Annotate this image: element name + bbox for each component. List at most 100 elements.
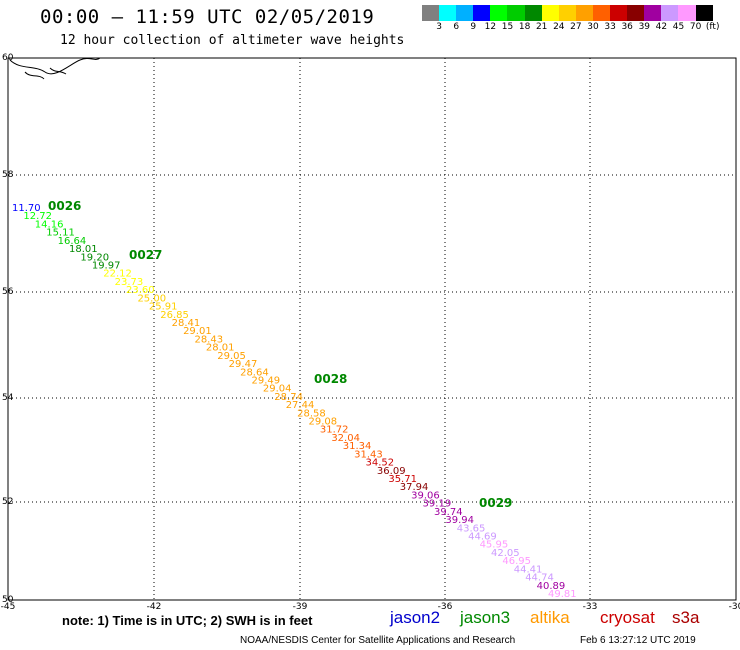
legend-item-jason3: jason3 — [460, 608, 511, 627]
color-scale-label: (ft) — [705, 22, 720, 32]
wave-height-label: 35.71 — [388, 474, 417, 485]
color-swatch — [678, 5, 696, 21]
wave-height-label: 23.60 — [126, 285, 155, 296]
wave-height-label: 23.73 — [115, 277, 144, 288]
wave-height-label: 39.19 — [423, 499, 452, 510]
grid-lines — [8, 58, 736, 600]
wave-height-label: 39.06 — [411, 490, 440, 501]
color-swatch — [610, 5, 628, 21]
color-swatch — [422, 5, 440, 21]
wave-height-label: 36.09 — [377, 466, 406, 477]
wave-height-label: 28.41 — [172, 318, 201, 329]
longitude-tick-label: -36 — [437, 602, 453, 612]
color-swatch — [592, 5, 611, 21]
wave-height-label: 22.12 — [103, 269, 132, 280]
wave-height-label: 46.95 — [502, 556, 531, 567]
wave-height-label: 34.52 — [366, 458, 395, 469]
latitude-tick-label: 56 — [2, 287, 14, 297]
latitude-tick-label: 54 — [2, 393, 14, 403]
wave-height-label: 29.05 — [217, 351, 246, 362]
wave-height-label: 29.47 — [229, 359, 258, 370]
wave-height-label: 40.89 — [537, 581, 566, 592]
wave-height-label: 37.94 — [400, 482, 429, 493]
longitude-tick-label: -33 — [582, 602, 598, 612]
color-scale-label: 24 — [553, 22, 565, 32]
legend-item-jason2: jason2 — [390, 608, 441, 627]
color-scale-label: 9 — [470, 22, 477, 32]
latitude-tick-label: 52 — [2, 497, 14, 507]
wave-height-label: 27.44 — [286, 400, 315, 411]
wave-height-label: 39.94 — [445, 515, 474, 526]
color-scale-label: 42 — [655, 22, 668, 32]
wave-height-label: 44.41 — [514, 564, 543, 575]
wave-height-label: 29.49 — [251, 375, 280, 386]
color-swatch — [524, 5, 542, 21]
color-swatch — [439, 5, 457, 21]
color-swatch — [456, 5, 474, 21]
color-swatch — [695, 5, 713, 21]
wave-height-label: 16.64 — [58, 236, 87, 247]
color-scale-label: 15 — [501, 22, 514, 32]
wave-height-label: 12.72 — [23, 211, 52, 222]
wave-height-label: 19.20 — [80, 252, 109, 263]
color-scale-labels: 3 6 9 12 15 18 21 24 27 30 33 36 39 42 45 70 (ft) — [422, 22, 732, 34]
wave-height-label: 31.43 — [354, 449, 383, 460]
track-time-label: 0029 — [479, 496, 512, 510]
wave-height-label: 44.69 — [468, 532, 497, 543]
wave-height-label: 25.00 — [137, 293, 166, 304]
color-scale-bar — [422, 5, 713, 21]
coastline — [9, 57, 101, 80]
legend-item-cryosat: cryosat — [600, 608, 655, 627]
wave-height-label: 29.04 — [263, 384, 292, 395]
wave-height-label: 45.95 — [480, 540, 509, 551]
map-subtitle: 12 hour collection of altimeter wave hei… — [60, 33, 405, 48]
map-frame — [7, 57, 737, 601]
track-time-label: 0027 — [129, 248, 162, 262]
color-scale-label: 39 — [638, 22, 651, 32]
wave-height-label: 29.08 — [309, 417, 338, 428]
credit-line: NOAA/NESDIS Center for Satellite Applica… — [240, 635, 516, 646]
longitude-tick-label: -45 — [0, 602, 16, 612]
wave-height-label: 25.91 — [149, 302, 178, 313]
color-swatch — [575, 5, 593, 21]
color-scale-label: 30 — [587, 22, 599, 32]
latitude-tick-label: 60 — [2, 53, 14, 63]
color-scale-label: 36 — [621, 22, 633, 32]
color-scale-label: 45 — [672, 22, 685, 32]
wave-height-label: 28.64 — [240, 367, 269, 378]
color-scale-label: 3 — [436, 22, 442, 32]
wave-height-label: 44.74 — [525, 573, 554, 584]
wave-height-label: 28.74 — [274, 392, 303, 403]
color-swatch — [627, 5, 645, 21]
footer-note: note: 1) Time is in UTC; 2) SWH is in fe… — [62, 613, 313, 628]
legend-item-altika: altika — [530, 608, 570, 627]
color-swatch — [490, 5, 508, 21]
wave-height-label: 49.81 — [548, 589, 577, 600]
color-scale-label: 70 — [689, 22, 702, 32]
wave-height-label: 29.01 — [183, 326, 212, 337]
wave-height-label: 31.72 — [320, 425, 349, 436]
color-swatch — [558, 5, 576, 21]
wave-height-label: 39.74 — [434, 507, 463, 518]
wave-height-label: 43.65 — [457, 523, 486, 534]
wave-height-label: 19.97 — [92, 260, 121, 271]
color-scale-label: 18 — [518, 22, 531, 32]
map-title: 00:00 – 11:59 UTC 02/05/2019 — [40, 6, 375, 28]
color-scale-label: 27 — [570, 22, 582, 32]
track-time-label: 0028 — [314, 372, 347, 386]
track-time-label: 0026 — [48, 199, 81, 213]
legend-item-s3a: s3a — [672, 608, 700, 627]
wave-height-label: 14.16 — [35, 219, 64, 230]
wave-height-label: 15.11 — [46, 228, 75, 239]
wave-height-label: 11.70 — [12, 203, 41, 214]
wave-height-label: 28.58 — [297, 408, 326, 419]
wave-height-label: 28.43 — [194, 334, 223, 345]
color-scale-label: 21 — [535, 22, 548, 32]
longitude-tick-label: -42 — [146, 602, 162, 612]
latitude-tick-label: 50 — [2, 595, 14, 605]
latitude-tick-label: 58 — [2, 170, 14, 180]
wave-height-label: 42.05 — [491, 548, 520, 559]
color-swatch — [473, 5, 491, 21]
color-swatch — [644, 5, 662, 21]
